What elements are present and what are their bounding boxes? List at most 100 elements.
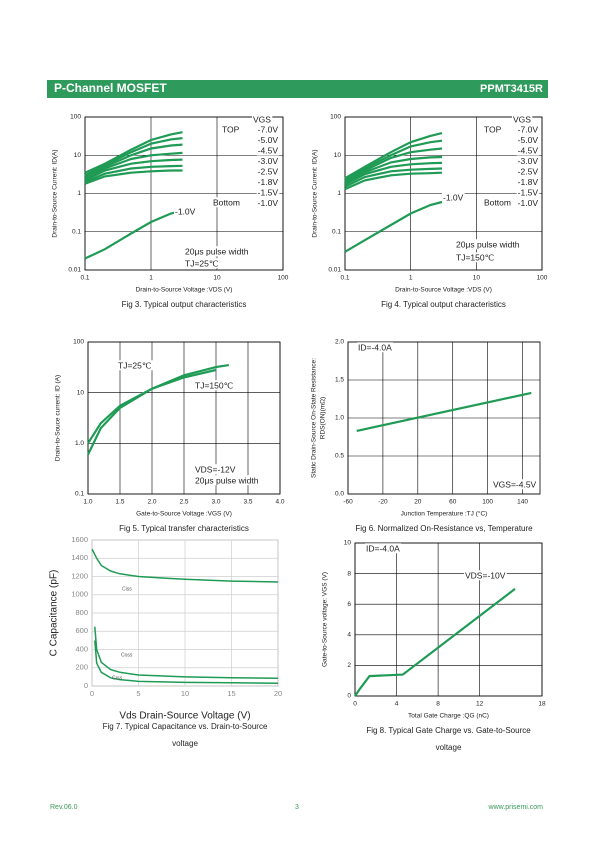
x-tick-label: 10 bbox=[473, 275, 481, 282]
label-bg bbox=[256, 145, 280, 156]
x-tick-label: -20 bbox=[378, 499, 388, 506]
curve bbox=[354, 588, 516, 697]
footer-url: www.prisemi.com bbox=[488, 804, 544, 811]
annotation: -1.0V bbox=[175, 206, 196, 216]
caption: Fig 7. Typical Capacitance vs. Drain-to-… bbox=[103, 722, 268, 731]
x-tick-label: 10 bbox=[181, 689, 189, 698]
annotation: TJ=25℃ bbox=[185, 258, 219, 268]
annotation: VGS bbox=[513, 114, 531, 124]
curve bbox=[344, 200, 443, 253]
label-bg bbox=[516, 187, 540, 198]
chart: 1.0 1.5 2.0 2.5 3.0 3.5 4.00.11.010100Gate-to-… bbox=[55, 339, 285, 533]
footer-page: 3 bbox=[295, 804, 299, 811]
label-bg bbox=[483, 197, 512, 208]
y-tick-label: 1.0 bbox=[75, 440, 84, 447]
y-tick-label: 8 bbox=[347, 570, 351, 577]
label-bg bbox=[492, 479, 538, 490]
header-part: PPMT3415R bbox=[480, 83, 543, 95]
label-bg bbox=[194, 475, 260, 486]
y-tick-label: 400 bbox=[75, 644, 88, 653]
legend-label: -2.5V bbox=[258, 166, 279, 176]
label-bg bbox=[516, 145, 540, 156]
y-axis-label: Drain-to-Souce current: ID (A) bbox=[55, 375, 62, 461]
x-tick-label: 1 bbox=[409, 275, 413, 282]
curve bbox=[356, 391, 532, 432]
label-bg bbox=[516, 166, 540, 177]
legend-label: -1.0V bbox=[258, 198, 279, 208]
x-axis-label: Gate-to-Source Voltage :VGS (V) bbox=[136, 511, 232, 518]
x-tick-label: 0 bbox=[90, 689, 94, 698]
x-tick-label: 4.0 bbox=[275, 499, 284, 506]
y-tick-label: 0.1 bbox=[75, 491, 84, 498]
annotation: TOP bbox=[222, 124, 240, 134]
legend-label: -1.5V bbox=[518, 187, 539, 197]
x-axis-label: Total Gate Charge :QG (nC) bbox=[408, 713, 489, 720]
y-axis-label: Drain-to-Source Current: ID(A) bbox=[312, 149, 319, 237]
x-tick-label: 100 bbox=[537, 275, 548, 282]
x-axis-label: Junction Temperature :TJ (°C) bbox=[401, 510, 488, 518]
legend-label: -7.0V bbox=[258, 124, 279, 134]
annotation: VDS=-12V bbox=[195, 464, 236, 474]
series-label: Crss bbox=[112, 675, 123, 681]
y-tick-label: 1200 bbox=[71, 571, 88, 580]
x-tick-label: 140 bbox=[517, 499, 528, 506]
legend-label: -4.5V bbox=[518, 145, 539, 155]
y-tick-label: 1 bbox=[337, 190, 341, 197]
x-tick-label: 20 bbox=[414, 499, 422, 506]
x-tick-label: 20 bbox=[274, 689, 282, 698]
series-label: TJ=150℃ bbox=[195, 380, 234, 390]
caption: Fig 5. Typical transfer characteristics bbox=[119, 524, 249, 533]
label-bg bbox=[365, 543, 402, 554]
legend-label: -5.0V bbox=[518, 135, 539, 145]
label-bg bbox=[184, 258, 220, 269]
caption: Fig 6. Normalized On-Resistance vs, Temp… bbox=[355, 524, 533, 533]
y-axis-label: Drain-to-Source Current: ID(A) bbox=[52, 149, 59, 237]
label-bg bbox=[442, 192, 465, 203]
y-tick-label: 0 bbox=[84, 681, 88, 690]
y-tick-label: 100 bbox=[73, 339, 84, 346]
annotation: VGS=-4.5V bbox=[493, 479, 537, 489]
curve bbox=[84, 143, 183, 178]
x-axis-label: Drain-to-Source Voltage :VDS (V) bbox=[395, 287, 492, 294]
y-tick-label: 1600 bbox=[71, 535, 88, 544]
y-tick-label: 6 bbox=[347, 601, 351, 608]
annotation: -1.0V bbox=[443, 192, 464, 202]
legend-label: -1.8V bbox=[258, 177, 279, 187]
label-bg bbox=[221, 124, 241, 135]
x-tick-label: -60 bbox=[343, 499, 353, 506]
y-tick-label: 0.01 bbox=[328, 267, 341, 274]
y-tick-label: 0.1 bbox=[72, 228, 81, 235]
label-bg bbox=[455, 239, 521, 250]
label-bg bbox=[117, 360, 153, 371]
x-tick-label: 3.5 bbox=[243, 499, 252, 506]
label-bg bbox=[455, 252, 496, 263]
legend-label: -3.0V bbox=[258, 156, 279, 166]
label-bg bbox=[256, 124, 280, 135]
y-tick-label: 0.0 bbox=[335, 491, 344, 498]
y-tick-label: 10 bbox=[334, 152, 342, 159]
label-bg bbox=[256, 176, 280, 187]
curve bbox=[87, 368, 217, 444]
label-bg bbox=[184, 246, 250, 257]
header-bar bbox=[47, 80, 548, 98]
annotation: TJ=150℃ bbox=[456, 252, 495, 262]
label-bg bbox=[194, 464, 237, 475]
curve bbox=[344, 132, 443, 180]
label-bg bbox=[483, 124, 503, 135]
y-tick-label: 800 bbox=[75, 608, 88, 617]
legend-label: -7.0V bbox=[518, 124, 539, 134]
y-tick-label: 4 bbox=[347, 632, 351, 639]
x-tick-label: 0.1 bbox=[80, 275, 89, 282]
chart: 0 5 10 15 2002004006008001000120014001600Vds… bbox=[49, 535, 283, 748]
curve bbox=[344, 171, 443, 191]
curve bbox=[84, 169, 183, 185]
annotation: Bottom bbox=[213, 197, 240, 207]
series-label: Coss bbox=[121, 652, 133, 658]
label-bg bbox=[512, 114, 533, 125]
x-tick-label: 3.0 bbox=[211, 499, 220, 506]
y-tick-label: 0.01 bbox=[68, 267, 81, 274]
label-bg bbox=[516, 134, 540, 145]
y-axis-label: Gate-to-Source voltage: VGS (V) bbox=[322, 572, 329, 667]
y-tick-label: 2 bbox=[347, 662, 351, 669]
